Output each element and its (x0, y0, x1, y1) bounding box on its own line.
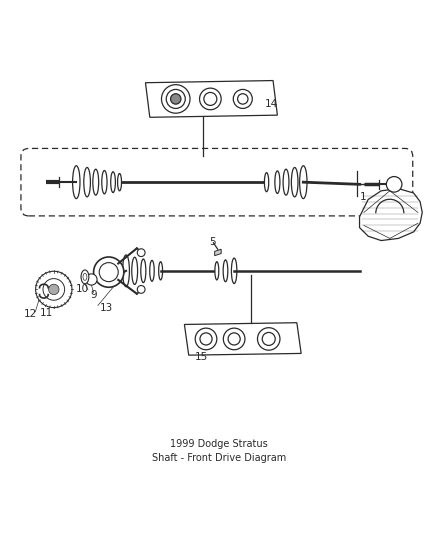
Ellipse shape (132, 257, 138, 285)
Circle shape (86, 274, 97, 285)
Circle shape (233, 90, 252, 108)
Circle shape (223, 328, 245, 350)
Text: 1999 Dodge Stratus
Shaft - Front Drive Diagram: 1999 Dodge Stratus Shaft - Front Drive D… (152, 439, 286, 463)
Ellipse shape (223, 260, 228, 282)
Circle shape (386, 176, 402, 192)
Ellipse shape (123, 255, 130, 287)
Text: 1: 1 (360, 192, 366, 203)
Text: 13: 13 (100, 303, 113, 312)
Ellipse shape (231, 258, 237, 284)
Circle shape (137, 249, 145, 256)
Circle shape (204, 92, 217, 106)
Circle shape (162, 85, 190, 113)
Ellipse shape (141, 259, 146, 282)
Polygon shape (360, 189, 422, 240)
Ellipse shape (117, 174, 121, 191)
Circle shape (49, 284, 59, 295)
Ellipse shape (102, 171, 107, 194)
Ellipse shape (83, 273, 87, 280)
Circle shape (200, 333, 212, 345)
Ellipse shape (73, 166, 80, 199)
Circle shape (94, 257, 124, 287)
Text: 10: 10 (76, 284, 89, 294)
Text: 12: 12 (24, 309, 38, 319)
Circle shape (99, 263, 118, 281)
Circle shape (43, 279, 65, 300)
Ellipse shape (291, 167, 298, 197)
Polygon shape (145, 80, 277, 117)
Circle shape (262, 333, 275, 345)
Ellipse shape (300, 166, 307, 199)
Text: 11: 11 (39, 308, 53, 318)
Polygon shape (215, 249, 221, 256)
Circle shape (228, 333, 240, 345)
Circle shape (166, 90, 185, 108)
Circle shape (35, 271, 72, 308)
Circle shape (195, 328, 217, 350)
Text: 5: 5 (209, 237, 216, 247)
Ellipse shape (159, 262, 162, 280)
Ellipse shape (81, 270, 89, 284)
Text: 14: 14 (265, 99, 278, 109)
Circle shape (258, 328, 280, 350)
Polygon shape (184, 322, 301, 355)
Ellipse shape (215, 262, 219, 280)
Ellipse shape (93, 169, 99, 195)
Text: 9: 9 (90, 289, 97, 300)
Text: 15: 15 (195, 352, 208, 362)
Ellipse shape (150, 261, 154, 281)
Circle shape (200, 88, 221, 110)
Circle shape (237, 94, 248, 104)
Ellipse shape (265, 173, 268, 192)
Circle shape (137, 286, 145, 293)
Ellipse shape (84, 167, 90, 197)
Ellipse shape (111, 172, 115, 192)
Ellipse shape (275, 171, 280, 193)
Ellipse shape (283, 169, 289, 195)
Circle shape (170, 94, 181, 104)
